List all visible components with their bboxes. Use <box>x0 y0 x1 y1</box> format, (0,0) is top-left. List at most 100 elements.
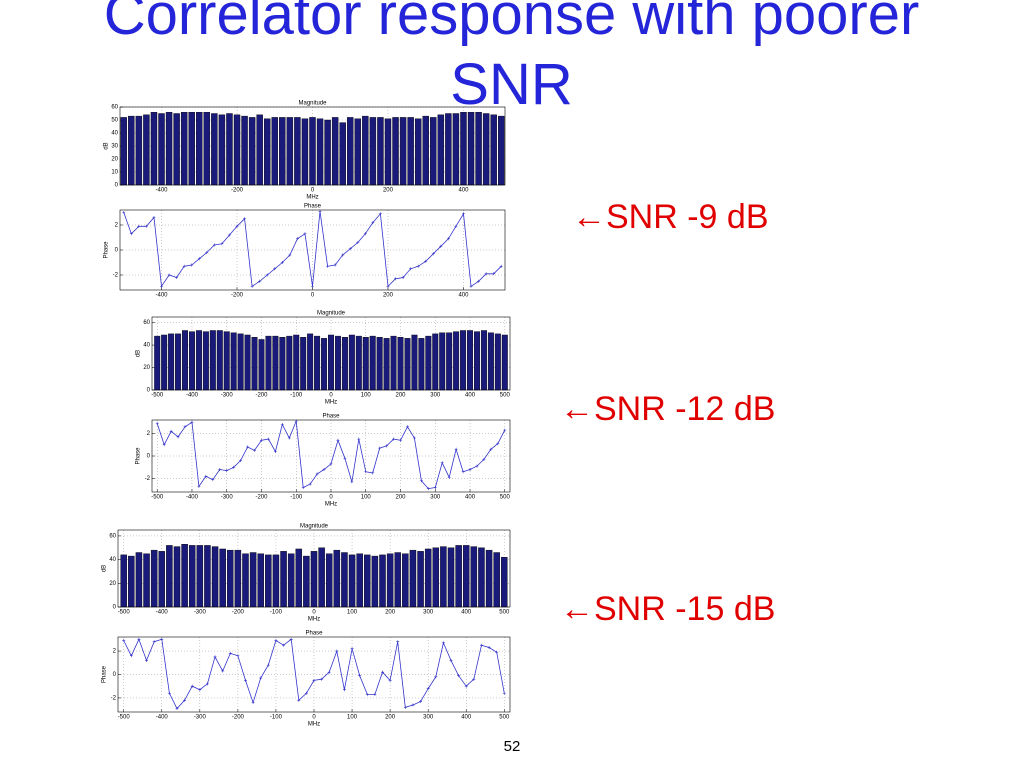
point-marker <box>160 284 164 288</box>
x-tick-label: 400 <box>465 393 476 399</box>
point-marker <box>454 447 458 451</box>
y-tick-label: 40 <box>111 131 118 137</box>
bar <box>474 331 480 391</box>
bar <box>265 335 272 391</box>
y-axis-label: Phase <box>104 241 110 259</box>
point-marker <box>155 421 159 425</box>
y-tick-label: 60 <box>109 534 116 540</box>
x-tick-label: 0 <box>312 610 316 616</box>
bar <box>128 555 135 608</box>
point-marker <box>232 465 236 469</box>
point-marker <box>381 670 385 674</box>
bar <box>251 337 258 391</box>
point-marker <box>457 674 461 678</box>
x-tick-label: -200 <box>255 495 268 501</box>
point-marker <box>426 487 430 491</box>
point-marker <box>482 457 486 461</box>
bar <box>257 553 264 608</box>
point-marker <box>399 438 403 442</box>
bar <box>494 333 501 391</box>
point-marker <box>419 699 423 703</box>
bar <box>422 115 429 186</box>
point-marker <box>396 640 400 644</box>
x-tick-label: -400 <box>186 495 199 501</box>
point-marker <box>343 456 347 460</box>
x-tick-label: -100 <box>270 715 283 721</box>
point-marker <box>144 224 148 228</box>
x-tick-label: -300 <box>194 610 207 616</box>
bar <box>143 553 150 608</box>
point-marker <box>477 279 481 283</box>
point-marker <box>265 273 269 277</box>
point-marker <box>259 676 263 680</box>
bar <box>314 335 321 391</box>
bar <box>462 545 470 608</box>
point-marker <box>363 232 367 236</box>
bar <box>195 330 202 391</box>
bar <box>348 334 355 391</box>
x-tick-label: -100 <box>290 495 303 501</box>
bar <box>286 117 294 186</box>
x-tick-label: 100 <box>361 393 372 399</box>
point-marker <box>175 706 179 710</box>
point-marker <box>416 264 420 268</box>
bar <box>452 113 460 186</box>
point-marker <box>495 650 499 654</box>
y-tick-label: 30 <box>111 144 118 150</box>
point-marker <box>441 641 445 645</box>
bar <box>135 552 143 608</box>
y-tick-label: 20 <box>143 365 150 371</box>
x-tick-label: -300 <box>194 715 207 721</box>
point-marker <box>182 264 186 268</box>
bar <box>241 115 248 186</box>
point-marker <box>295 237 299 241</box>
point-marker <box>280 423 284 426</box>
bar <box>355 335 362 391</box>
bar <box>371 555 379 608</box>
bar <box>460 111 467 186</box>
point-marker <box>409 267 413 271</box>
bar <box>188 545 196 608</box>
x-axis-label: MHz <box>306 195 318 201</box>
x-axis-label: MHz <box>308 722 320 728</box>
point-marker <box>322 468 326 471</box>
point-marker <box>492 272 496 276</box>
x-tick-label: 0 <box>329 495 333 501</box>
plot-frame <box>117 529 511 608</box>
bar <box>158 113 165 186</box>
point-marker <box>204 474 208 478</box>
bar <box>272 335 279 391</box>
bar <box>439 332 446 391</box>
x-tick-label: -500 <box>118 610 131 616</box>
bar <box>294 117 301 186</box>
bar <box>227 549 234 608</box>
point-marker <box>175 276 179 279</box>
bar <box>279 337 286 391</box>
x-tick-label: -300 <box>221 495 234 501</box>
x-tick-label: 0 <box>311 293 315 299</box>
point-marker <box>394 277 398 281</box>
x-axis-label: MHz <box>308 617 320 623</box>
point-marker <box>503 428 507 432</box>
bar <box>334 335 341 391</box>
bar <box>316 118 324 186</box>
bar <box>226 113 233 186</box>
y-tick-label: 2 <box>115 223 119 229</box>
x-tick-label: 100 <box>347 610 358 616</box>
bar <box>383 338 390 391</box>
bar <box>446 332 453 391</box>
bar <box>310 551 318 608</box>
bar <box>321 338 328 391</box>
x-tick-label: 500 <box>499 610 510 616</box>
plot-frame <box>117 636 511 713</box>
x-tick-label: -500 <box>151 393 164 399</box>
bar <box>307 333 314 391</box>
y-axis-label: dB <box>136 350 142 357</box>
point-marker <box>205 251 209 254</box>
point-marker <box>213 655 217 659</box>
x-tick-label: 400 <box>458 293 469 299</box>
point-marker <box>449 658 453 662</box>
bar <box>279 117 286 186</box>
point-marker <box>403 705 407 709</box>
